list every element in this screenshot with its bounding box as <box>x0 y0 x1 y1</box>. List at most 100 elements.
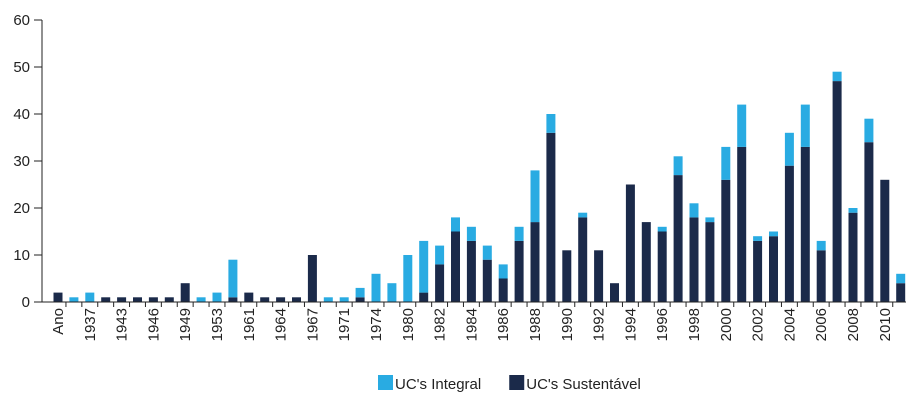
bar-segment <box>530 170 540 223</box>
bar-segment <box>864 118 874 143</box>
bar-segment <box>689 217 699 302</box>
bar-segment <box>482 245 492 260</box>
x-tick-label: 1984 <box>463 308 480 341</box>
bar-segment <box>816 250 826 302</box>
bar-segment <box>212 292 222 302</box>
bar-segment <box>753 236 763 241</box>
bar-segment <box>148 297 158 302</box>
y-tick-label: 60 <box>13 12 30 29</box>
bar-segment <box>323 297 333 302</box>
bar-segment <box>546 114 556 133</box>
x-tick-label: 1961 <box>241 308 258 341</box>
bar-segment <box>800 104 810 147</box>
y-tick-label: 0 <box>22 294 30 311</box>
bar-segment <box>689 203 699 218</box>
bar-segment <box>721 146 731 180</box>
bar-segment <box>737 104 747 147</box>
x-tick-label: 1971 <box>336 308 353 341</box>
bar-segment <box>371 273 381 302</box>
bar-segment <box>498 278 508 302</box>
x-tick-label: 2006 <box>813 308 830 341</box>
bar-segment <box>880 179 890 302</box>
x-tick-label: 1953 <box>209 308 226 341</box>
x-tick-label: Ano <box>50 308 67 335</box>
x-tick-label: 1980 <box>400 308 417 341</box>
bar-segment <box>594 250 604 302</box>
bar-segment <box>355 287 365 298</box>
y-tick-label: 30 <box>13 153 30 170</box>
bar-segment <box>133 297 142 302</box>
x-tick-label: 1996 <box>654 308 671 341</box>
bar-segment <box>307 255 317 302</box>
bar-segment <box>260 297 270 302</box>
bar-segment <box>514 226 524 241</box>
bar-segment <box>673 156 683 176</box>
bar-segment <box>419 292 429 302</box>
bar-segment <box>228 259 238 298</box>
bar-segment <box>705 217 715 223</box>
bar-segment <box>514 240 524 302</box>
bar-segment <box>641 222 651 302</box>
x-tick-label: 2004 <box>781 308 798 341</box>
bar-segment <box>387 283 397 302</box>
bar-segment <box>101 297 111 302</box>
x-tick-label: 1946 <box>145 308 162 341</box>
bar-segment <box>721 179 731 302</box>
bar-segment <box>896 273 906 284</box>
bar-segment <box>244 292 254 302</box>
bar-segment <box>164 297 174 302</box>
bar-segment <box>578 217 588 302</box>
y-tick-label: 50 <box>13 59 30 76</box>
bar-segment <box>69 297 79 302</box>
bar-segment <box>784 165 794 302</box>
x-tick-label: 1949 <box>177 308 194 341</box>
x-tick-label: 1964 <box>273 308 290 341</box>
bar-segment <box>292 297 301 302</box>
bar-segment <box>864 142 874 302</box>
x-tick-label: 1967 <box>304 308 321 341</box>
bar-segment <box>403 255 413 302</box>
bar-segment <box>276 297 286 302</box>
bar-segment <box>355 297 365 302</box>
x-tick-label: 1937 <box>82 308 99 341</box>
x-tick-label: 2002 <box>750 308 767 341</box>
bar-segment <box>896 283 906 302</box>
bar-segment <box>466 240 476 302</box>
x-tick-label: 2010 <box>877 308 894 341</box>
bar-segment <box>610 283 619 302</box>
bar-segment <box>800 146 810 302</box>
legend-label: UC's Sustentável <box>526 376 641 393</box>
x-tick-label: 1998 <box>686 308 703 341</box>
bar-segment <box>482 259 492 302</box>
bar-segment <box>435 245 445 265</box>
legend-swatch <box>509 375 525 390</box>
x-tick-label: 1982 <box>432 308 449 341</box>
bar-segment <box>737 146 747 302</box>
bar-segment <box>117 297 127 302</box>
bar-segment <box>816 240 826 251</box>
bar-segment <box>657 231 667 302</box>
bar-segment <box>562 250 572 302</box>
bar-segment <box>451 217 460 232</box>
bar-segment <box>657 226 667 232</box>
bar-segment <box>784 132 794 166</box>
bar-segment <box>769 236 778 302</box>
x-tick-label: 1994 <box>622 308 639 341</box>
bar-segment <box>705 222 715 302</box>
bar-segment <box>466 226 476 241</box>
bar-segment <box>498 264 508 279</box>
bar-segment <box>180 283 190 302</box>
bar-segment <box>53 292 63 302</box>
bar-segment <box>625 184 635 302</box>
bar-segment <box>85 292 95 302</box>
bar-segment <box>451 231 460 302</box>
legend-swatch <box>378 375 393 390</box>
bar-segment <box>435 264 445 302</box>
x-tick-label: 1943 <box>114 308 131 341</box>
y-tick-label: 40 <box>13 106 30 123</box>
x-tick-label: 1988 <box>527 308 544 341</box>
x-tick-label: 2000 <box>718 308 735 341</box>
bar-segment <box>848 208 858 213</box>
y-tick-label: 20 <box>13 200 30 217</box>
